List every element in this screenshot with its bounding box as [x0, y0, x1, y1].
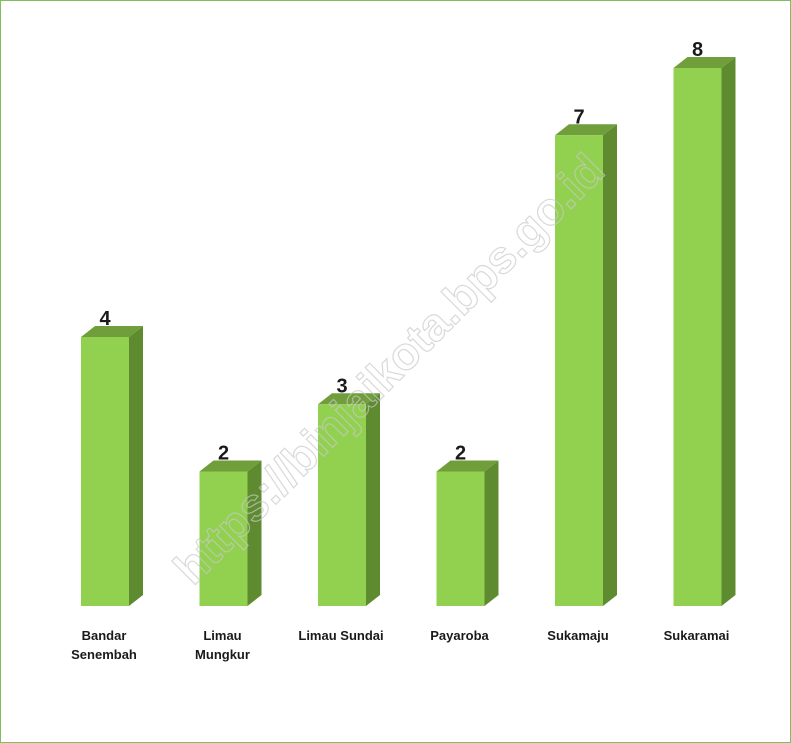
- bar-side: [247, 460, 262, 606]
- bars-group: [81, 57, 736, 606]
- value-label-4: 7: [573, 106, 584, 128]
- value-labels-group: 4 2 3 2 7 8: [99, 39, 703, 465]
- bar-top: [318, 393, 380, 405]
- value-label-3: 2: [455, 443, 466, 465]
- category-label-3: Payaroba: [430, 628, 489, 643]
- bar-top: [199, 460, 262, 472]
- bar-front: [673, 68, 722, 606]
- bar-front: [199, 471, 248, 606]
- bar-side: [721, 57, 736, 606]
- watermark-text: https://binjaikota.bps.go.id: [163, 143, 614, 594]
- bar-top: [81, 326, 143, 337]
- bar-front: [81, 337, 129, 606]
- category-label-5: Sukaramai: [664, 628, 730, 643]
- value-label-5: 8: [692, 39, 703, 61]
- bar-front: [318, 404, 366, 606]
- bar-top: [673, 57, 736, 68]
- bar-top: [555, 124, 617, 136]
- bar-front: [436, 471, 485, 606]
- bar-0: [81, 326, 143, 606]
- bar-side: [366, 393, 380, 606]
- category-label-0: Bandar Senembah: [71, 628, 137, 662]
- bar-top: [436, 460, 499, 472]
- category-label-4: Sukamaju: [547, 628, 608, 643]
- value-label-2: 3: [336, 375, 347, 397]
- bar-side: [484, 460, 499, 606]
- bar-5: [673, 57, 736, 606]
- bar-3: [436, 460, 499, 606]
- bar-side: [129, 326, 143, 606]
- bar-2: [318, 393, 380, 606]
- category-label-1: Limau Mungkur: [195, 628, 250, 662]
- value-label-0: 4: [99, 308, 111, 330]
- bar-4: [555, 124, 617, 606]
- value-label-1: 2: [218, 443, 229, 465]
- category-label-2: Limau Sundai: [298, 628, 383, 643]
- bar-1: [199, 460, 262, 606]
- category-labels-group: Bandar Senembah Limau Mungkur Limau Sundai Pa…: [71, 628, 729, 662]
- bar-front: [555, 135, 603, 606]
- bar-side: [603, 124, 617, 606]
